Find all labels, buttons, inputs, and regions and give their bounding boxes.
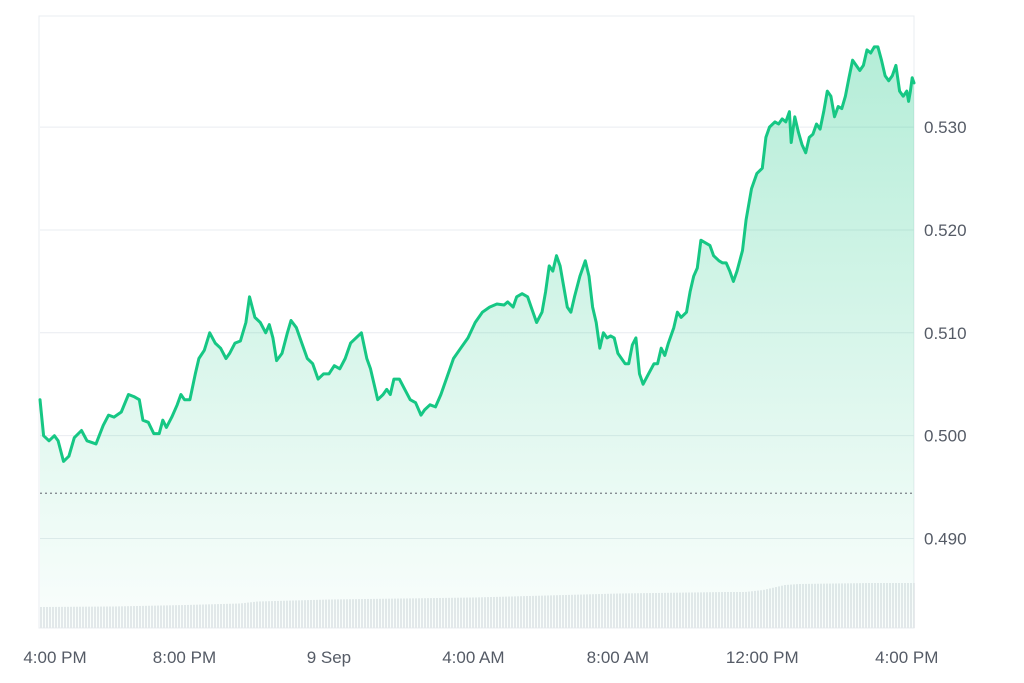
x-axis-ticks: 4:00 PM 8:00 PM 9 Sep 4:00 AM 8:00 AM 12:00 P… [23,648,938,667]
price-line [38,45,916,463]
x-tick-label: 8:00 AM [587,648,649,667]
x-tick-label: 4:00 PM [875,648,938,667]
y-tick-label: 0.500 [924,427,967,446]
price-area-fill [40,46,914,628]
y-tick-label: 0.490 [924,530,967,549]
y-tick-label: 0.520 [924,221,967,240]
y-tick-label: 0.530 [924,118,967,137]
x-tick-label: 9 Sep [307,648,351,667]
y-tick-label: 0.510 [924,324,967,343]
x-tick-label: 8:00 PM [153,648,216,667]
y-axis-ticks: 0.490 0.500 0.510 0.520 0.530 [924,118,967,548]
x-tick-label: 4:00 PM [23,648,86,667]
x-tick-label: 12:00 PM [726,648,799,667]
x-tick-label: 4:00 AM [442,648,504,667]
